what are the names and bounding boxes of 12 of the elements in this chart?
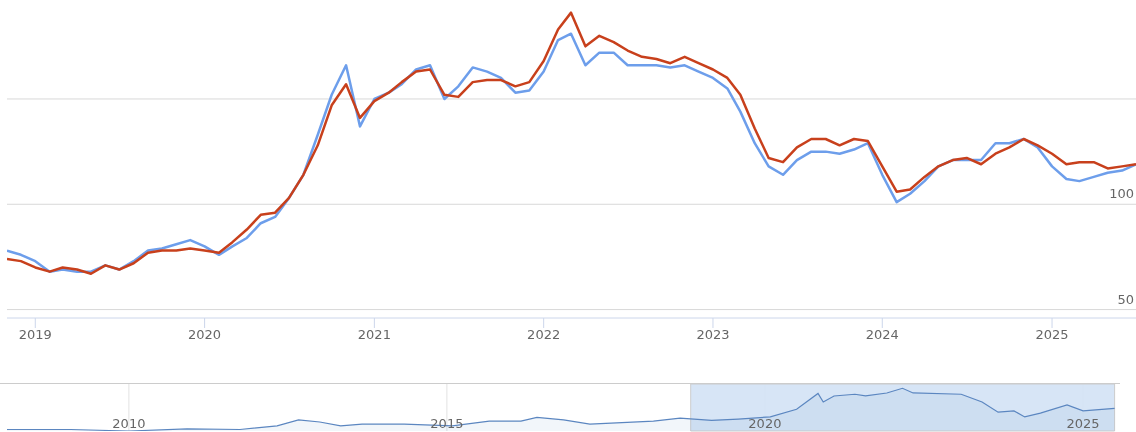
- x-tick-label: 2010: [112, 416, 146, 431]
- x-tick-label: 2022: [527, 327, 561, 343]
- x-tick-label: 2025: [1066, 416, 1100, 431]
- y-tick-label: 50: [1117, 291, 1134, 307]
- y-tick-label: 100: [1109, 186, 1134, 202]
- x-tick-label: 2024: [865, 327, 899, 343]
- x-tick-label: 2020: [748, 416, 782, 431]
- x-tick-label: 2021: [357, 327, 391, 343]
- x-tick-label: 2025: [1035, 327, 1069, 343]
- x-tick-label: 2023: [696, 327, 730, 343]
- x-tick-label: 2019: [18, 327, 52, 343]
- x-tick-label: 2020: [188, 327, 222, 343]
